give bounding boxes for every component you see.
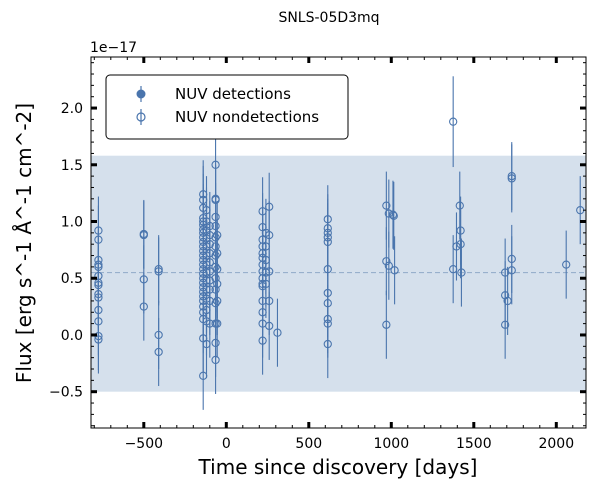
data-point	[500, 320, 510, 329]
legend-box	[105, 74, 349, 140]
data-point	[139, 230, 148, 240]
legend-nondetection-label: NUV nondetections	[175, 108, 319, 126]
chart-title: SNLS-05D3mq	[278, 10, 379, 26]
flux-band	[91, 155, 586, 392]
data-point	[258, 336, 267, 345]
y-axis-ticks: −0.5 0.0 0.5 1.0 1.5 2.0	[49, 101, 586, 401]
minor-ticks	[91, 57, 586, 428]
x-axis-label: Time since discovery [days]	[198, 455, 478, 479]
x-tick-label: −500	[125, 436, 163, 452]
y-offset-label: 1e−17	[90, 40, 137, 56]
data-point	[139, 302, 148, 311]
legend: NUV detections NUV nondetections	[105, 74, 349, 140]
x-tick-label: 0	[222, 436, 231, 452]
x-axis-ticks: −500 0 500 1000 1500 2000	[125, 57, 574, 452]
data-point	[273, 328, 282, 337]
y-tick-label: −0.5	[49, 385, 83, 401]
data-point	[384, 261, 393, 270]
y-axis-label: Flux [erg s^-1 Å^-1 cm^-2]	[12, 103, 36, 383]
y-tick-label: 0.0	[61, 328, 83, 344]
legend-nondetection-marker	[136, 112, 146, 122]
data-point	[94, 335, 103, 344]
data-point	[389, 211, 398, 220]
data-point	[265, 321, 274, 331]
data-point	[390, 266, 399, 275]
legend-detection-label: NUV detections	[175, 85, 291, 103]
data-point	[154, 347, 163, 357]
data-point	[154, 267, 163, 276]
data-points	[94, 76, 585, 410]
x-tick-label: 1500	[456, 436, 492, 452]
data-point	[382, 320, 391, 329]
data-point	[213, 319, 222, 328]
data-point	[457, 268, 466, 277]
data-point	[455, 201, 464, 210]
y-tick-label: 1.5	[61, 158, 83, 174]
data-point	[507, 174, 516, 183]
data-point	[562, 260, 571, 269]
x-tick-label: 500	[295, 436, 322, 452]
data-point	[507, 266, 516, 275]
data-point	[388, 210, 398, 219]
data-point	[456, 226, 465, 235]
y-tick-label: 1.0	[61, 215, 83, 231]
data-point	[449, 117, 458, 126]
plot-frame	[90, 56, 587, 429]
y-tick-label: 0.5	[61, 271, 83, 287]
y-tick-label: 2.0	[61, 101, 83, 117]
x-tick-label: 2000	[538, 436, 574, 452]
legend-detection-marker	[136, 89, 146, 99]
data-point	[211, 355, 220, 365]
plot-area: −500 0 500 1000 1500 2000 −0.5 0.0 0.5 1.0 1.5 2.0	[49, 56, 587, 452]
x-tick-label: 1000	[373, 436, 409, 452]
data-point	[382, 257, 391, 266]
data-point	[323, 339, 332, 349]
data-point	[382, 201, 391, 210]
